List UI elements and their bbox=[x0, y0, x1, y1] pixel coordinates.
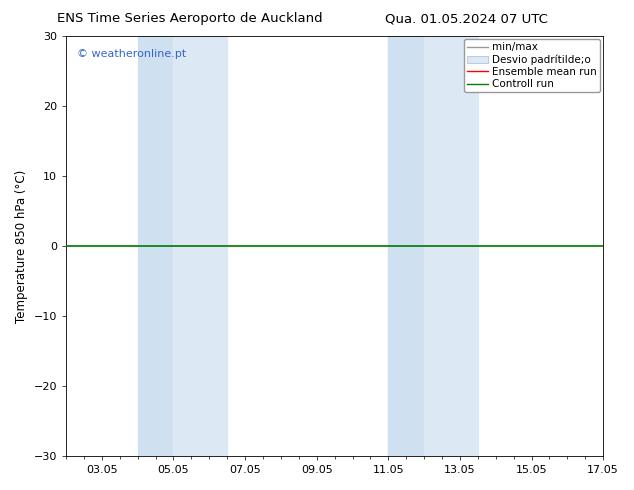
Bar bbox=[424, 36, 478, 456]
Bar bbox=[138, 36, 174, 456]
Y-axis label: Temperature 850 hPa (°C): Temperature 850 hPa (°C) bbox=[15, 170, 28, 323]
Bar bbox=[388, 36, 424, 456]
Bar bbox=[174, 36, 227, 456]
Legend: min/max, Desvio padrítilde;o, Ensemble mean run, Controll run: min/max, Desvio padrítilde;o, Ensemble m… bbox=[464, 39, 600, 92]
Text: © weatheronline.pt: © weatheronline.pt bbox=[77, 49, 186, 59]
Text: ENS Time Series Aeroporto de Auckland: ENS Time Series Aeroporto de Auckland bbox=[58, 12, 323, 25]
Text: Qua. 01.05.2024 07 UTC: Qua. 01.05.2024 07 UTC bbox=[385, 12, 547, 25]
